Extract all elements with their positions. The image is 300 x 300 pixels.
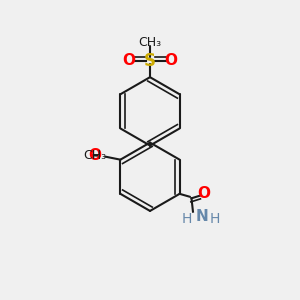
Text: O: O <box>123 53 136 68</box>
Text: CH₃: CH₃ <box>83 149 106 162</box>
Text: CH₃: CH₃ <box>138 37 162 50</box>
Text: S: S <box>144 52 156 70</box>
Text: H: H <box>210 212 220 226</box>
Text: O: O <box>88 148 102 163</box>
Text: O: O <box>197 186 210 201</box>
Text: N: N <box>196 208 208 224</box>
Text: O: O <box>164 53 177 68</box>
Text: H: H <box>182 212 192 226</box>
